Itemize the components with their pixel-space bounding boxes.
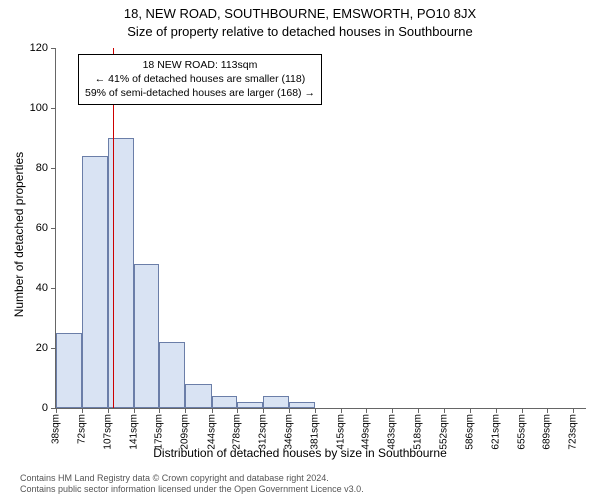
x-tick-label: 723sqm	[568, 414, 579, 450]
histogram-bar	[212, 396, 238, 408]
y-tick-label: 120	[30, 42, 48, 54]
x-tick-label: 107sqm	[103, 414, 114, 450]
x-tick	[212, 408, 213, 413]
histogram-bar	[263, 396, 289, 408]
x-tick	[289, 408, 290, 413]
x-tick-label: 72sqm	[76, 414, 87, 444]
x-tick-label: 552sqm	[439, 414, 450, 450]
footer-attribution: Contains HM Land Registry data © Crown c…	[20, 473, 364, 496]
chart-title-address: 18, NEW ROAD, SOUTHBOURNE, EMSWORTH, PO1…	[0, 6, 600, 21]
histogram-bar	[237, 402, 263, 408]
y-tick-label: 0	[42, 402, 48, 414]
x-tick	[159, 408, 160, 413]
footer-line1: Contains HM Land Registry data © Crown c…	[20, 473, 364, 485]
x-tick-label: 381sqm	[309, 414, 320, 450]
histogram-bar	[159, 342, 185, 408]
annotation-box: 18 NEW ROAD: 113sqm← 41% of detached hou…	[78, 54, 322, 105]
x-tick	[134, 408, 135, 413]
x-tick-label: 278sqm	[232, 414, 243, 450]
x-tick	[366, 408, 367, 413]
y-tick	[51, 168, 56, 169]
x-tick-label: 312sqm	[257, 414, 268, 450]
x-tick-label: 209sqm	[180, 414, 191, 450]
x-tick	[315, 408, 316, 413]
x-tick-label: 483sqm	[386, 414, 397, 450]
y-tick	[51, 288, 56, 289]
annotation-line1: 18 NEW ROAD: 113sqm	[85, 58, 315, 72]
histogram-bar	[185, 384, 211, 408]
x-tick	[237, 408, 238, 413]
x-tick	[522, 408, 523, 413]
x-tick	[470, 408, 471, 413]
x-axis-label: Distribution of detached houses by size …	[0, 446, 600, 460]
x-tick	[263, 408, 264, 413]
x-tick-label: 449sqm	[361, 414, 372, 450]
x-tick	[392, 408, 393, 413]
x-tick-label: 655sqm	[516, 414, 527, 450]
y-tick	[51, 228, 56, 229]
x-tick-label: 38sqm	[51, 414, 62, 444]
y-tick	[51, 48, 56, 49]
histogram-bar	[82, 156, 108, 408]
y-tick-label: 100	[30, 102, 48, 114]
histogram-bar	[56, 333, 82, 408]
x-tick	[82, 408, 83, 413]
chart-subtitle: Size of property relative to detached ho…	[0, 24, 600, 39]
x-tick-label: 689sqm	[542, 414, 553, 450]
x-tick	[444, 408, 445, 413]
y-tick	[51, 108, 56, 109]
plot-area: 02040608010012038sqm72sqm107sqm141sqm175…	[55, 48, 586, 409]
x-tick	[496, 408, 497, 413]
x-tick-label: 415sqm	[335, 414, 346, 450]
histogram-bar	[134, 264, 160, 408]
x-tick-label: 518sqm	[413, 414, 424, 450]
x-tick-label: 346sqm	[283, 414, 294, 450]
x-tick-label: 175sqm	[154, 414, 165, 450]
y-tick-label: 40	[36, 282, 48, 294]
x-tick	[108, 408, 109, 413]
x-tick	[56, 408, 57, 413]
annotation-line3: 59% of semi-detached houses are larger (…	[85, 86, 315, 100]
x-tick	[573, 408, 574, 413]
footer-line2: Contains public sector information licen…	[20, 484, 364, 496]
x-tick-label: 141sqm	[128, 414, 139, 450]
histogram-bar	[289, 402, 315, 408]
x-tick-label: 621sqm	[491, 414, 502, 450]
y-tick-label: 20	[36, 342, 48, 354]
y-tick-label: 60	[36, 222, 48, 234]
x-tick	[185, 408, 186, 413]
y-tick-label: 80	[36, 162, 48, 174]
chart-container: 18, NEW ROAD, SOUTHBOURNE, EMSWORTH, PO1…	[0, 0, 600, 500]
x-tick	[341, 408, 342, 413]
y-axis-label: Number of detached properties	[12, 152, 26, 317]
annotation-line2: ← 41% of detached houses are smaller (11…	[85, 72, 315, 86]
x-tick-label: 244sqm	[206, 414, 217, 450]
x-tick	[418, 408, 419, 413]
x-tick	[547, 408, 548, 413]
x-tick-label: 586sqm	[464, 414, 475, 450]
